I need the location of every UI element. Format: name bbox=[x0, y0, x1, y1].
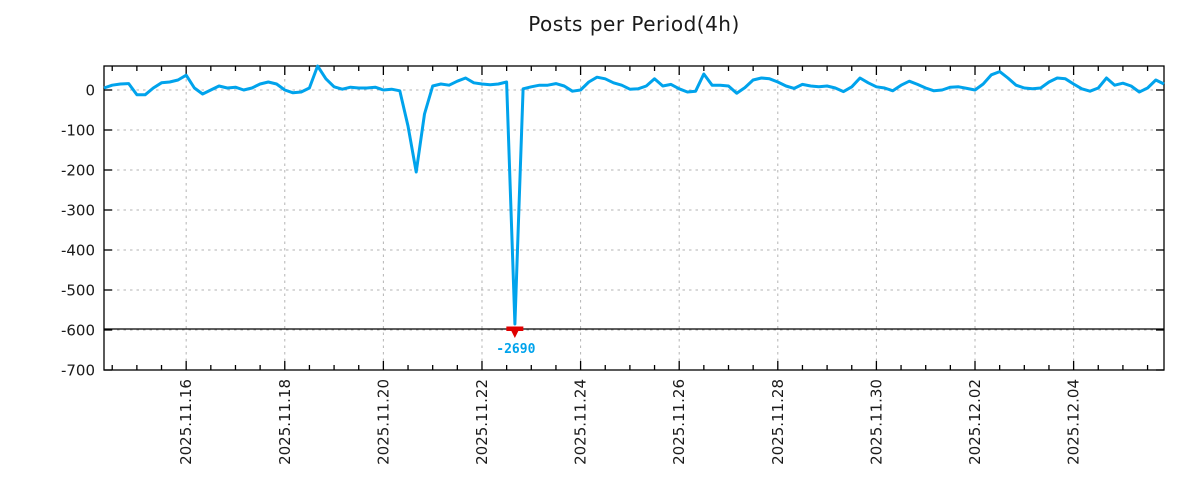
chart-title: Posts per Period(4h) bbox=[528, 12, 740, 36]
svg-text:2025.11.26: 2025.11.26 bbox=[670, 379, 688, 465]
svg-text:-700: -700 bbox=[61, 362, 95, 380]
svg-text:-200: -200 bbox=[61, 162, 95, 180]
svg-text:2025.11.20: 2025.11.20 bbox=[374, 379, 392, 465]
svg-text:2025.11.18: 2025.11.18 bbox=[276, 379, 294, 465]
svg-text:-100: -100 bbox=[61, 122, 95, 140]
svg-text:2025.11.30: 2025.11.30 bbox=[867, 379, 885, 465]
min-value-label: -2690 bbox=[496, 342, 535, 357]
svg-text:2025.12.02: 2025.12.02 bbox=[966, 379, 984, 465]
min-marker-down-arrow-icon bbox=[506, 326, 524, 338]
x-axis-labels: 2025.11.16 2025.11.18 2025.11.20 2025.11.22… bbox=[177, 379, 1082, 465]
svg-text:-500: -500 bbox=[61, 282, 95, 300]
posts-line bbox=[103, 64, 1165, 326]
gridlines bbox=[104, 66, 1164, 370]
svg-text:2025.11.22: 2025.11.22 bbox=[473, 379, 491, 465]
y-axis-labels: 0 -100 -200 -300 -400 -500 -600 -700 bbox=[61, 82, 95, 380]
svg-text:2025.11.24: 2025.11.24 bbox=[572, 379, 590, 465]
svg-text:-600: -600 bbox=[61, 322, 95, 340]
plot-border bbox=[103, 65, 1165, 371]
svg-text:-400: -400 bbox=[61, 242, 95, 260]
axis-ticks bbox=[104, 66, 1164, 371]
svg-text:-300: -300 bbox=[61, 202, 95, 220]
svg-text:2025.12.04: 2025.12.04 bbox=[1065, 379, 1083, 465]
svg-text:2025.11.28: 2025.11.28 bbox=[769, 379, 787, 465]
svg-text:2025.11.16: 2025.11.16 bbox=[177, 379, 195, 465]
svg-text:0: 0 bbox=[85, 82, 95, 100]
